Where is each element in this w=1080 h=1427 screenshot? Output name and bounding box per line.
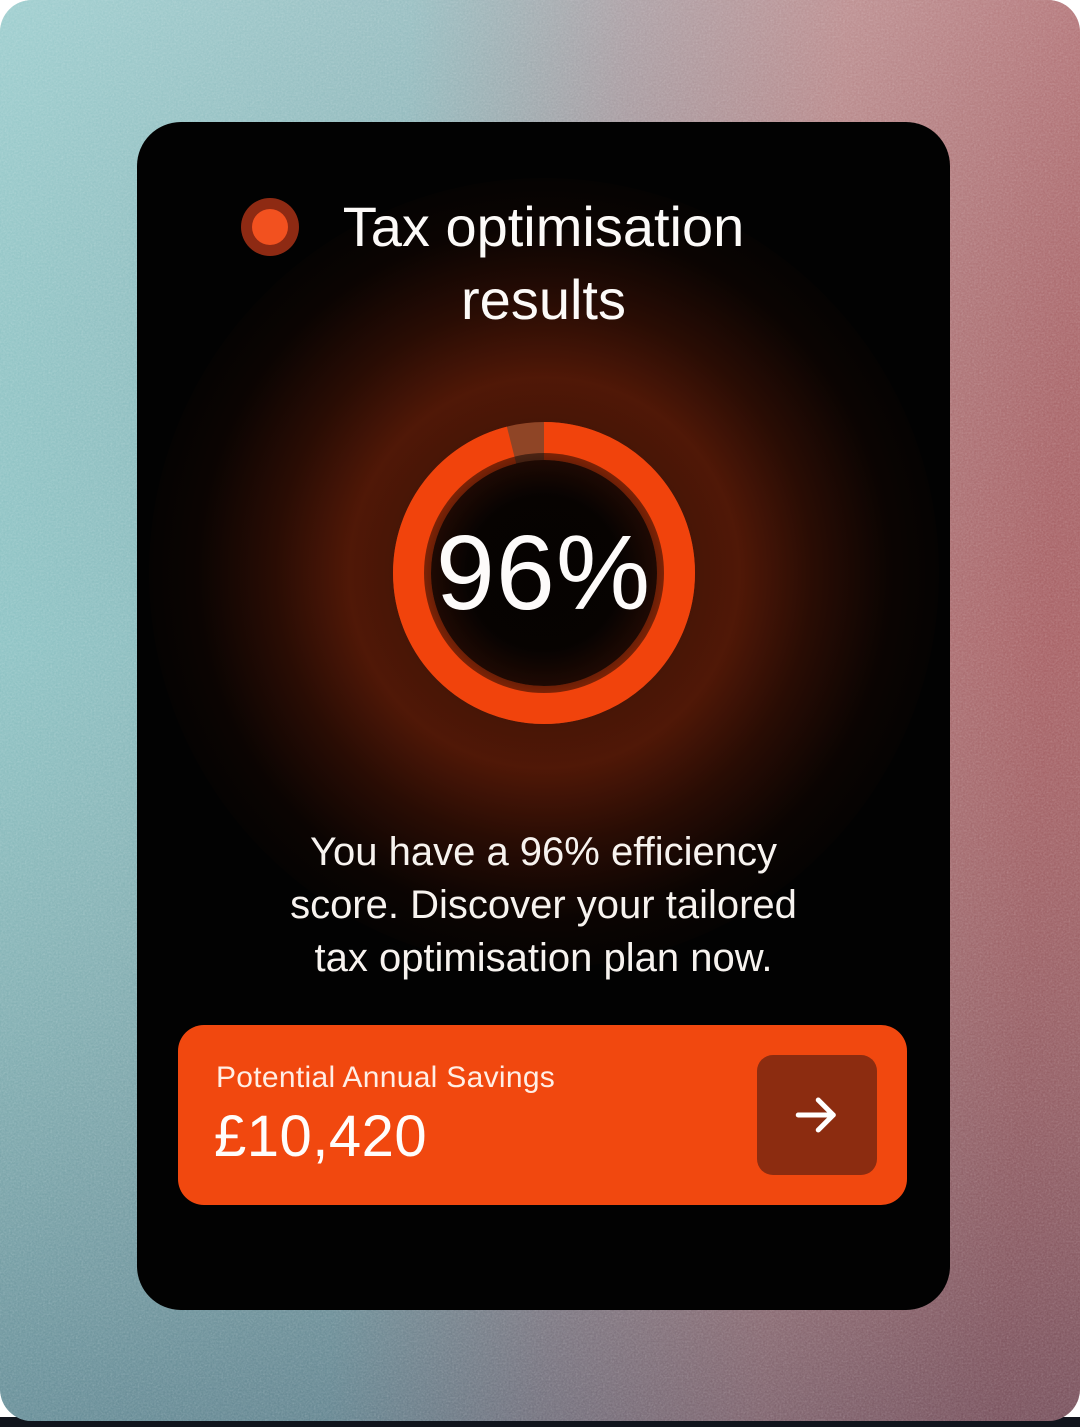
description-text: You have a 96% efficiency score. Discove… [137, 826, 950, 985]
description-line2: score. Discover your tailored [290, 883, 797, 927]
results-card: Tax optimisation results 96% You have a … [137, 122, 950, 1310]
card-header: Tax optimisation results [137, 122, 950, 336]
page-title-line1: Tax optimisation [342, 195, 745, 258]
savings-amount: £10,420 [214, 1104, 428, 1169]
status-dot-icon [240, 197, 299, 256]
page-title-line1-row: Tax optimisation [137, 190, 950, 263]
description-line1: You have a 96% efficiency [309, 830, 777, 874]
gauge-value: 96% [435, 513, 652, 632]
savings-label: Potential Annual Savings [216, 1061, 556, 1094]
page-title-line2: results [461, 268, 626, 331]
arrow-right-icon [795, 1097, 836, 1133]
savings-banner[interactable]: Potential Annual Savings £10,420 [178, 1025, 907, 1205]
description-line3: tax optimisation plan now. [314, 936, 773, 980]
efficiency-gauge: 96% [148, 178, 939, 968]
savings-arrow-button[interactable] [757, 1055, 877, 1175]
bottom-edge-strip [0, 1417, 1080, 1427]
